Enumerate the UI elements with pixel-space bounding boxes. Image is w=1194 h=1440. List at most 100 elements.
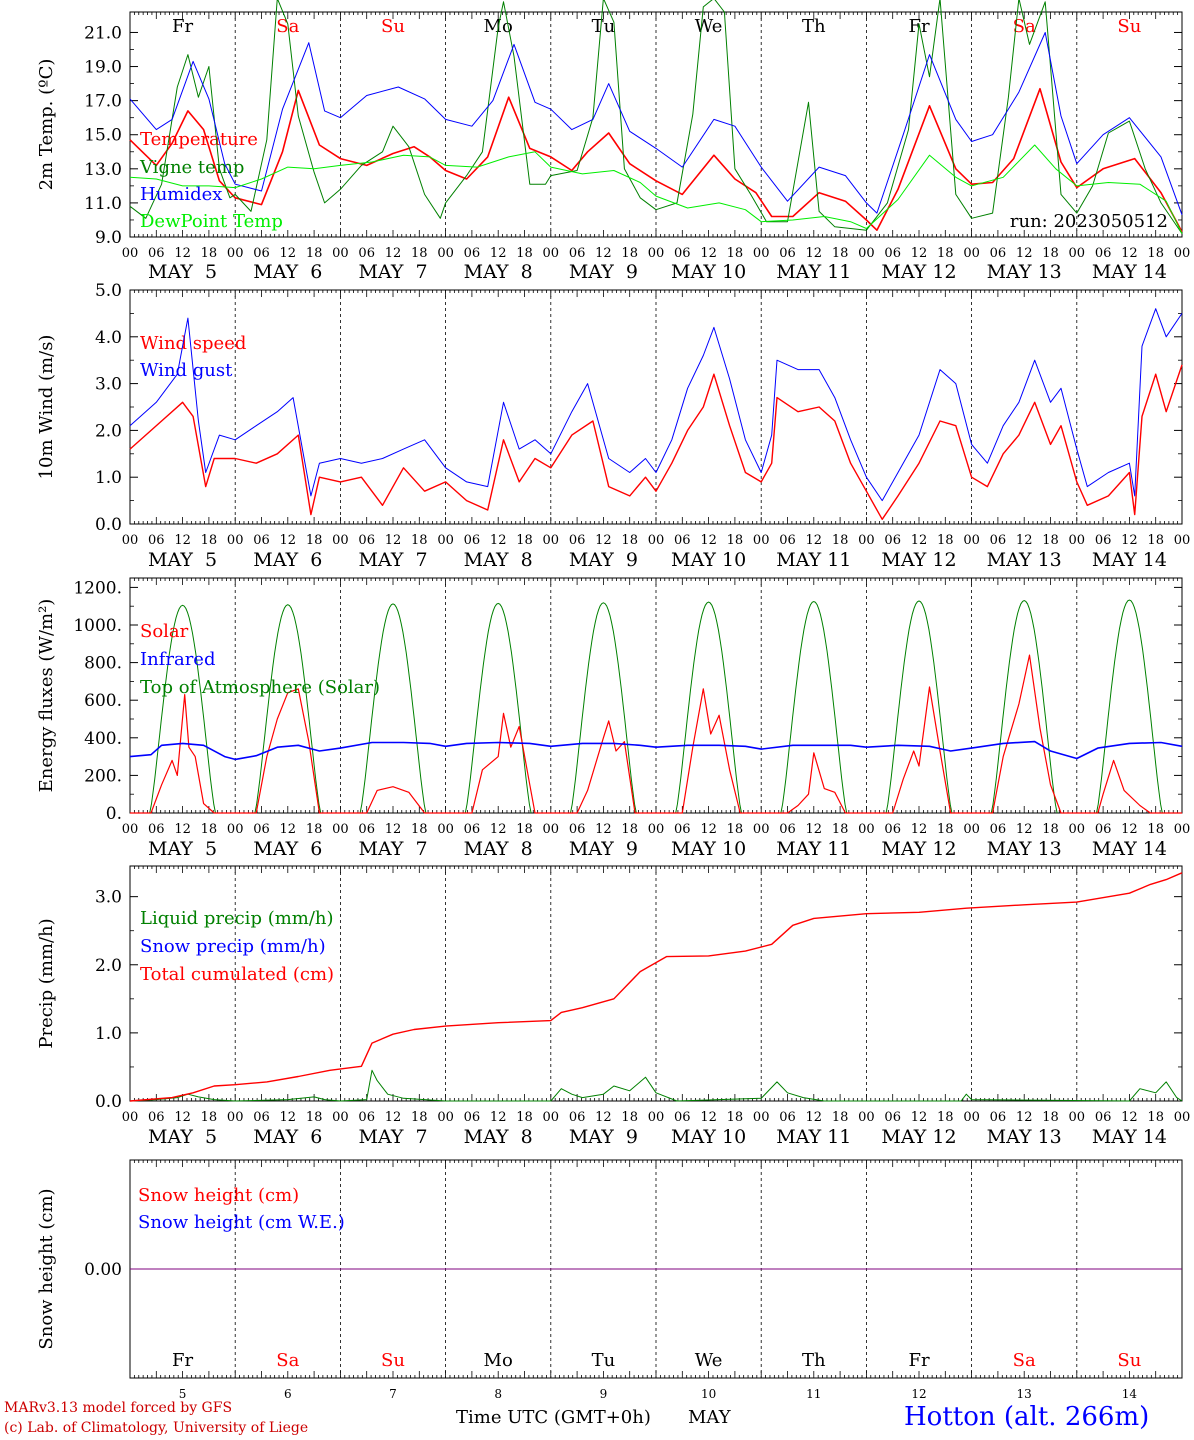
hour-tick-label: 00 [963,822,980,837]
hour-tick-label: 06 [148,1110,165,1125]
toa-solar-line [254,604,322,814]
date-label: MAY 8 [464,838,533,860]
weekday-label: Fr [908,1350,929,1371]
date-label: MAY 13 [987,549,1062,571]
series-line-dewpoint-temp [129,144,1183,234]
weekday-label: Fr [172,16,193,37]
hour-tick-label: 00 [858,1110,875,1125]
weekday-label: Th [802,16,826,37]
date-label: MAY 5 [148,261,217,283]
hour-tick-label: 06 [464,1110,481,1125]
hour-tick-label: 12 [280,822,297,837]
hour-tick-label: 00 [753,246,770,261]
hour-tick-label: 12 [174,533,191,548]
date-label: MAY 5 [148,1126,217,1148]
hour-tick-label: 12 [490,246,507,261]
hour-tick-label: 12 [700,1110,717,1125]
hour-tick-label: 06 [253,246,270,261]
hour-tick-label: 18 [306,246,323,261]
hour-tick-label: 18 [516,246,533,261]
hour-tick-label: 00 [227,533,244,548]
series-line-total-cumulated-cm [129,872,1183,1102]
date-label: MAY 7 [358,549,427,571]
series-line-solar [130,654,1182,814]
hour-tick-label: 06 [569,1110,586,1125]
hour-tick-label: 18 [411,533,428,548]
hour-tick-label: 12 [174,1110,191,1125]
hour-tick-label: 06 [358,822,375,837]
credit-line-1: MARv3.13 model forced by GFS [4,1400,233,1416]
hour-tick-label: 18 [516,822,533,837]
legend-entry: DewPoint Temp [140,211,283,232]
toa-solar-line [990,600,1058,814]
weekday-label: Th [802,1350,826,1371]
legend-entry: Wind speed [140,333,246,354]
hour-tick-label: 00 [753,1110,770,1125]
hour-tick-label: 12 [490,1110,507,1125]
day-number: 5 [179,1387,187,1401]
weekday-label: We [695,16,723,37]
hour-tick-label: 06 [358,1110,375,1125]
hour-tick-label: 00 [332,1110,349,1125]
hour-tick-label: 12 [806,533,823,548]
weekday-label: Su [381,1350,405,1371]
y-tick-label: 13.0 [84,160,122,180]
hour-tick-label: 18 [201,533,218,548]
hour-tick-label: 12 [806,1110,823,1125]
legend-entry: Infrared [140,649,215,670]
hour-tick-label: 18 [832,1110,849,1125]
toa-solar-line [675,601,742,814]
date-label: MAY 14 [1092,1126,1167,1148]
hour-tick-label: 00 [122,246,139,261]
hour-tick-label: 18 [727,822,744,837]
y-tick-label: 600. [84,691,122,711]
hour-tick-label: 06 [253,533,270,548]
date-label: MAY 12 [881,838,956,860]
date-label: MAY 5 [148,549,217,571]
date-label: MAY 9 [569,838,638,860]
hour-tick-label: 00 [437,246,454,261]
date-label: MAY 11 [776,1126,851,1148]
hour-tick-label: 18 [621,533,638,548]
hour-tick-label: 06 [779,1110,796,1125]
y-tick-label: 15.0 [84,126,122,146]
hour-tick-label: 00 [332,246,349,261]
hour-tick-label: 06 [358,533,375,548]
hour-tick-label: 06 [569,246,586,261]
day-number: 9 [600,1387,608,1401]
date-label: MAY 9 [569,549,638,571]
toa-solar-line [359,603,427,814]
hour-tick-label: 12 [280,533,297,548]
hour-tick-label: 12 [911,246,928,261]
y-tick-label: 0. [106,804,122,824]
date-label: MAY 13 [987,261,1062,283]
toa-solar-line [149,604,216,814]
hour-tick-label: 00 [753,822,770,837]
hour-tick-label: 06 [990,1110,1007,1125]
hour-tick-label: 06 [253,822,270,837]
hour-tick-label: 18 [201,822,218,837]
hour-tick-label: 12 [385,246,402,261]
series-line-infrared [129,740,1183,761]
hour-tick-label: 00 [437,822,454,837]
y-tick-label: 200. [84,766,122,786]
y-tick-label: 0.0 [95,1092,122,1112]
date-label: MAY 8 [464,261,533,283]
legend-entry: Solar [140,621,189,642]
hour-tick-label: 18 [306,1110,323,1125]
hour-tick-label: 18 [832,246,849,261]
series-line-wind-gust [129,308,1183,502]
hour-tick-label: 06 [358,246,375,261]
hour-tick-label: 18 [1147,1110,1164,1125]
weekday-label: Mo [484,1350,513,1371]
day-number: 7 [389,1387,397,1401]
hour-tick-label: 18 [727,533,744,548]
panel-frame-temp [129,11,1183,238]
hour-tick-label: 06 [569,533,586,548]
hour-tick-label: 12 [174,822,191,837]
hour-tick-label: 18 [516,1110,533,1125]
legend-entry: Snow height (cm W.E.) [138,1212,345,1233]
hour-tick-label: 18 [1042,822,1059,837]
x-axis-month: MAY [688,1407,731,1428]
hour-tick-label: 18 [937,822,954,837]
